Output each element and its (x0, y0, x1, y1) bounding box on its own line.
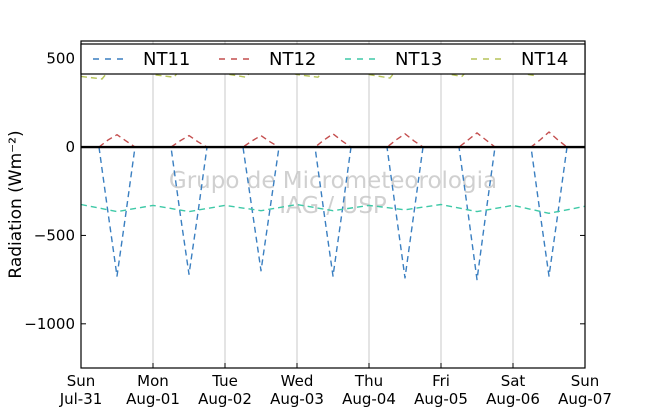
series-line-nt11 (98, 146, 568, 281)
watermark: Grupo de Micrometeorologia IAG / USP (169, 168, 497, 219)
legend-label-nt11: NT11 (143, 49, 190, 70)
x-tick-label-day: Wed (281, 372, 314, 390)
legend-label-nt13: NT13 (395, 49, 442, 70)
x-tick-label-day: Tue (211, 372, 238, 390)
y-tick-label: 500 (46, 50, 75, 68)
x-axis: SunJul-31MonAug-01TueAug-02WedAug-03ThuA… (59, 363, 612, 408)
x-tick-label-day: Sun (571, 372, 600, 390)
legend-label-nt14: NT14 (521, 49, 568, 70)
x-tick-label-day: Fri (432, 372, 450, 390)
series-line-nt12 (98, 131, 568, 148)
legend-label-nt12: NT12 (269, 49, 316, 70)
y-tick-label: −500 (34, 226, 75, 244)
y-tick-label: 0 (65, 138, 75, 156)
x-tick-label-day: Sun (67, 372, 96, 390)
x-tick-label-day: Sat (501, 372, 526, 390)
x-tick-label-day: Thu (354, 372, 383, 390)
x-tick-label-date: Aug-03 (270, 390, 324, 408)
x-tick-label-date: Aug-01 (126, 390, 180, 408)
y-axis-label: Radiation (Wm⁻²) (6, 130, 26, 278)
y-tick-label: −1000 (24, 315, 75, 333)
watermark-line-1: Grupo de Micrometeorologia (169, 168, 497, 194)
x-tick-label-day: Mon (137, 372, 169, 390)
x-tick-label-date: Aug-07 (558, 390, 612, 408)
series-line-nt13 (80, 203, 586, 215)
x-tick-label-date: Aug-06 (486, 390, 540, 408)
x-tick-label-date: Aug-02 (198, 390, 252, 408)
plot-frame (80, 40, 586, 369)
x-tick-label-date: Jul-31 (59, 390, 103, 408)
x-tick-label-date: Aug-04 (342, 390, 396, 408)
legend: NT11 NT12 NT13 NT14 (80, 43, 586, 75)
x-tick-label-date: Aug-05 (414, 390, 468, 408)
y-axis: 500 0 −500 −1000 (24, 50, 585, 333)
